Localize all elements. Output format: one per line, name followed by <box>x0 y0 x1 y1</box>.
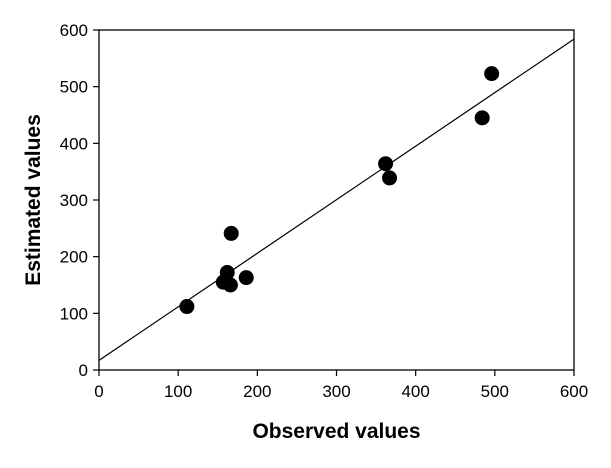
data-point <box>219 265 235 281</box>
y-axis-title: Estimated values <box>22 114 45 286</box>
x-tick-label: 100 <box>164 382 192 401</box>
x-axis-ticks: 0 100 200 300 400 500 600 <box>94 370 588 401</box>
data-point <box>222 277 238 293</box>
data-point <box>484 66 500 82</box>
fit-line <box>98 38 575 361</box>
x-tick-label: 500 <box>481 382 509 401</box>
data-point <box>223 225 239 241</box>
y-tick-label: 0 <box>79 361 88 380</box>
x-tick-label: 400 <box>401 382 429 401</box>
x-tick-label: 300 <box>322 382 350 401</box>
x-tick-label: 600 <box>560 382 588 401</box>
y-tick-label: 600 <box>60 21 88 40</box>
y-axis-ticks: 0 100 200 300 400 500 600 <box>60 21 99 380</box>
x-tick-label: 0 <box>94 382 103 401</box>
fit-line-layer <box>98 38 575 361</box>
y-tick-label: 100 <box>60 304 88 323</box>
y-tick-label: 300 <box>60 191 88 210</box>
y-tick-label: 200 <box>60 248 88 267</box>
x-axis-title: Observed values <box>252 420 420 443</box>
points-layer <box>179 66 500 315</box>
data-point <box>382 170 398 186</box>
y-tick-label: 500 <box>60 78 88 97</box>
data-point <box>179 299 195 315</box>
x-tick-label: 200 <box>243 382 271 401</box>
data-point <box>474 110 490 126</box>
y-tick-label: 400 <box>60 134 88 153</box>
data-point <box>378 156 394 172</box>
data-point <box>238 270 254 286</box>
